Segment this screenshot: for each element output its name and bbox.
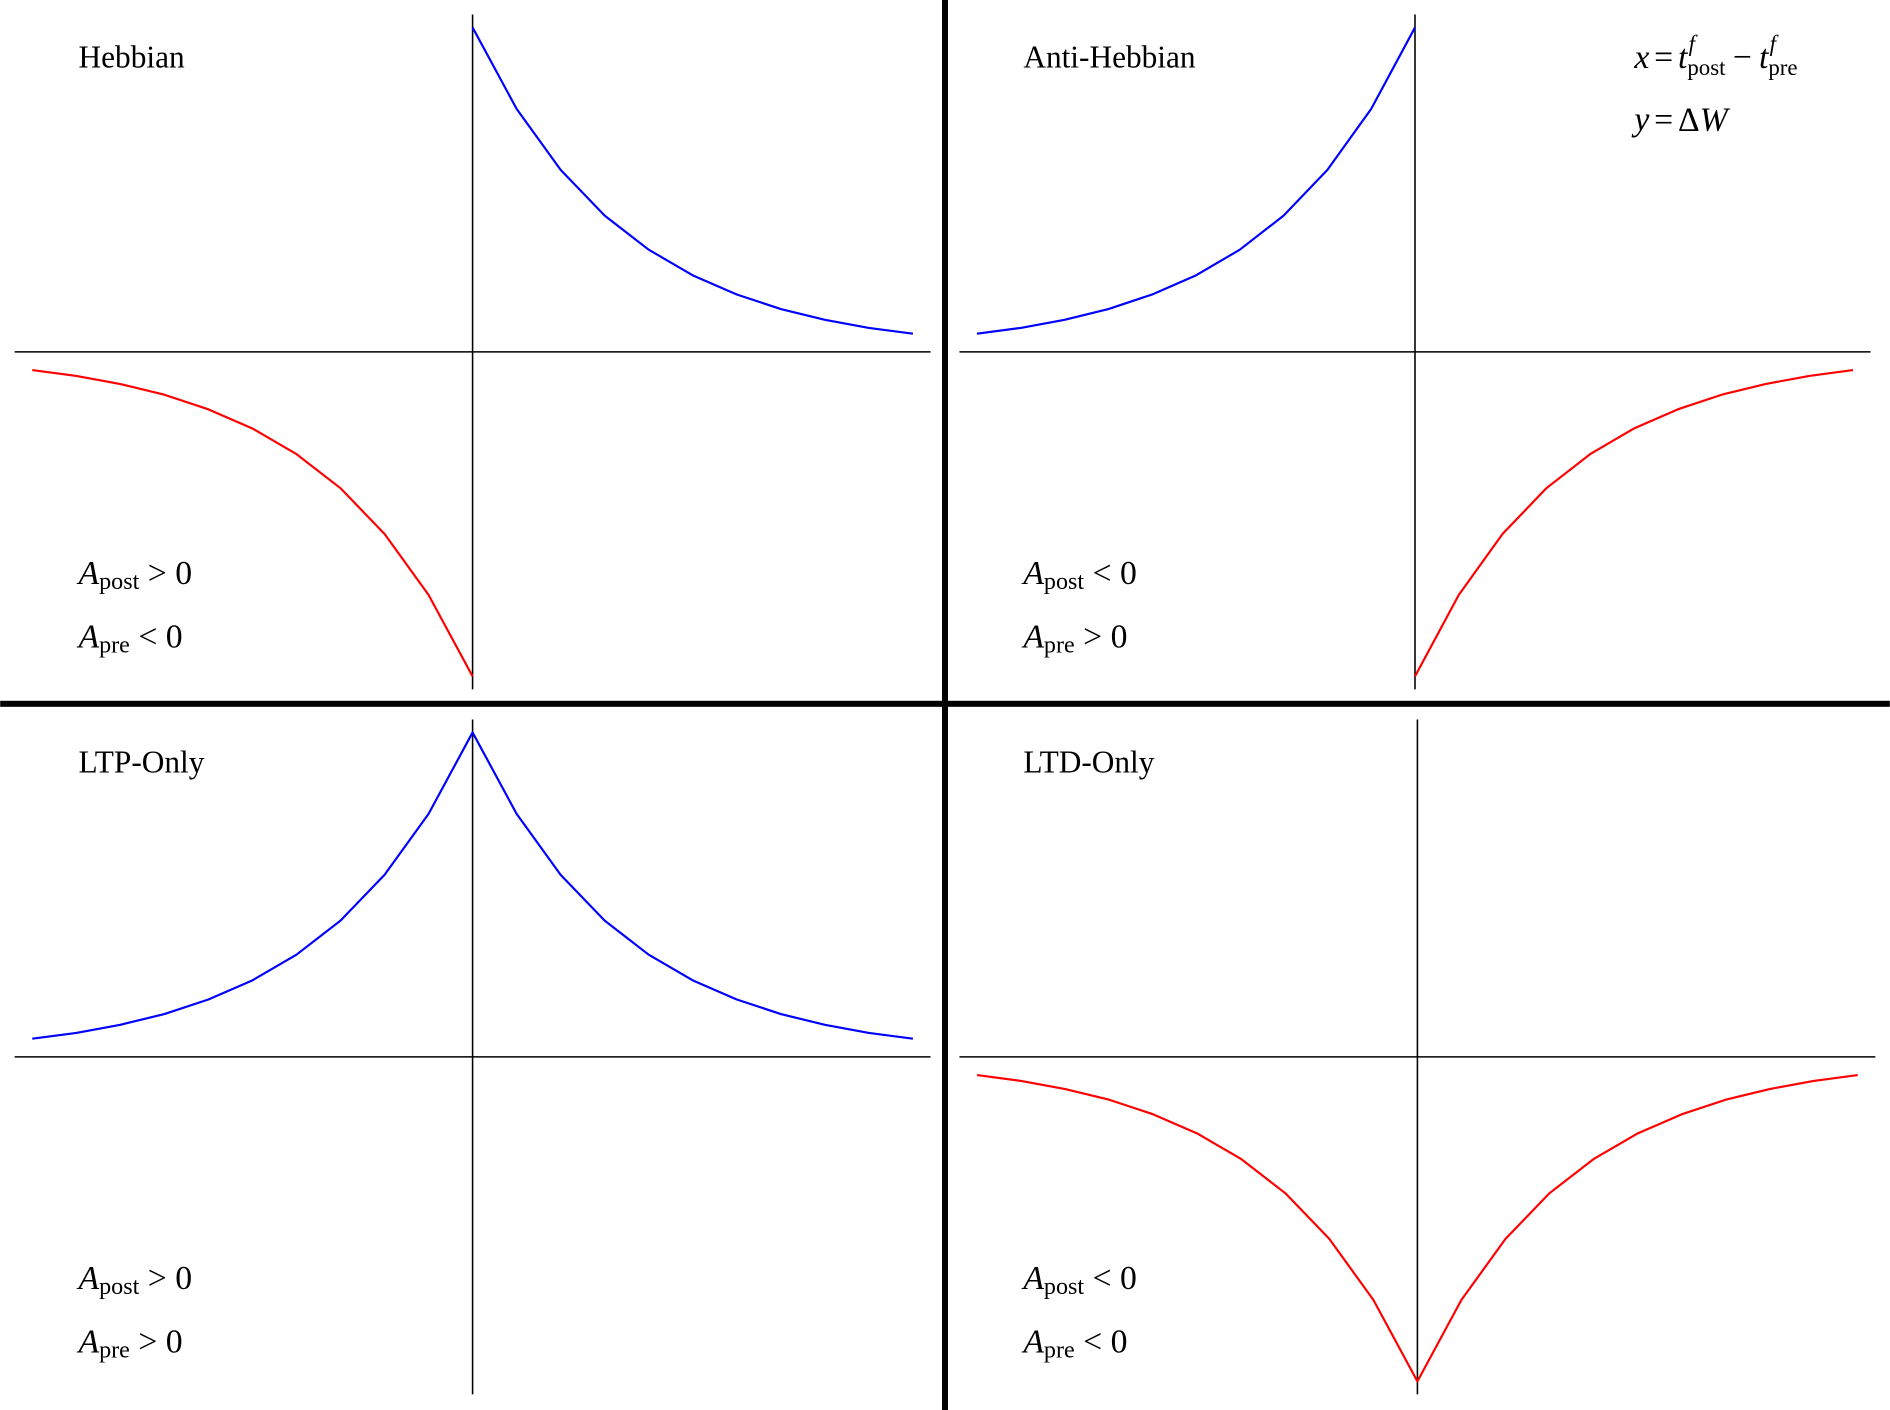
condition-relation: >	[148, 1260, 167, 1297]
equation-symbol: W	[1700, 102, 1731, 139]
condition-relation: >	[138, 1324, 157, 1361]
condition-subscript: post	[99, 569, 139, 595]
panel-title: LTD-Only	[1023, 744, 1154, 779]
equation-symbol: t	[1678, 39, 1689, 76]
condition-symbol: A	[1021, 555, 1044, 592]
condition-subscript: post	[1044, 569, 1084, 595]
condition-value: 0	[175, 555, 192, 592]
condition-subscript: pre	[1044, 633, 1075, 659]
condition-symbol: A	[77, 555, 100, 592]
condition-value: 0	[166, 1324, 183, 1361]
equation-lhs: x	[1633, 39, 1649, 76]
condition-symbol: A	[1021, 1324, 1044, 1361]
condition-relation: >	[1083, 619, 1102, 656]
condition-relation: <	[138, 619, 157, 656]
panel-title: LTP-Only	[79, 744, 205, 779]
condition-symbol: A	[77, 1324, 100, 1361]
equation-symbol: t	[1759, 39, 1770, 76]
condition-subscript: pre	[1044, 1338, 1075, 1364]
condition-value: 0	[1111, 1324, 1128, 1361]
equation-superscript: f	[1689, 31, 1698, 56]
condition-relation: <	[1093, 555, 1112, 592]
condition-relation: <	[1083, 1324, 1102, 1361]
condition-symbol: A	[77, 619, 100, 656]
condition-value: 0	[1120, 1260, 1137, 1297]
curve	[32, 731, 914, 1040]
condition-value: 0	[1120, 555, 1137, 592]
curve	[471, 26, 914, 335]
condition-symbol: A	[1021, 1260, 1044, 1297]
condition-subscript: pre	[99, 633, 130, 659]
equation-relation: =	[1654, 39, 1673, 76]
equation-operator: −	[1733, 39, 1752, 76]
equation-lhs: y	[1631, 102, 1649, 139]
condition-symbol: A	[1021, 619, 1044, 656]
condition-value: 0	[166, 619, 183, 656]
curve	[32, 368, 474, 677]
curve	[1414, 368, 1854, 677]
condition-symbol: A	[77, 1260, 100, 1297]
equation-relation: =	[1654, 102, 1673, 139]
condition-value: 0	[1111, 619, 1128, 656]
condition-subscript: pre	[99, 1338, 130, 1364]
equation-subscript: pre	[1768, 55, 1797, 80]
condition-relation: <	[1093, 1260, 1112, 1297]
panel-title: Anti-Hebbian	[1023, 39, 1196, 74]
condition-subscript: post	[1044, 1274, 1084, 1300]
condition-value: 0	[175, 1260, 192, 1297]
equation-subscript: post	[1687, 55, 1726, 80]
condition-subscript: post	[99, 1274, 139, 1300]
curve	[976, 1073, 1858, 1383]
panel-title: Hebbian	[79, 39, 185, 74]
panel-divider	[0, 700, 1890, 707]
curve	[976, 26, 1416, 335]
equation-operator: Δ	[1678, 102, 1700, 139]
condition-relation: >	[148, 555, 167, 592]
equation-superscript: f	[1770, 31, 1779, 56]
